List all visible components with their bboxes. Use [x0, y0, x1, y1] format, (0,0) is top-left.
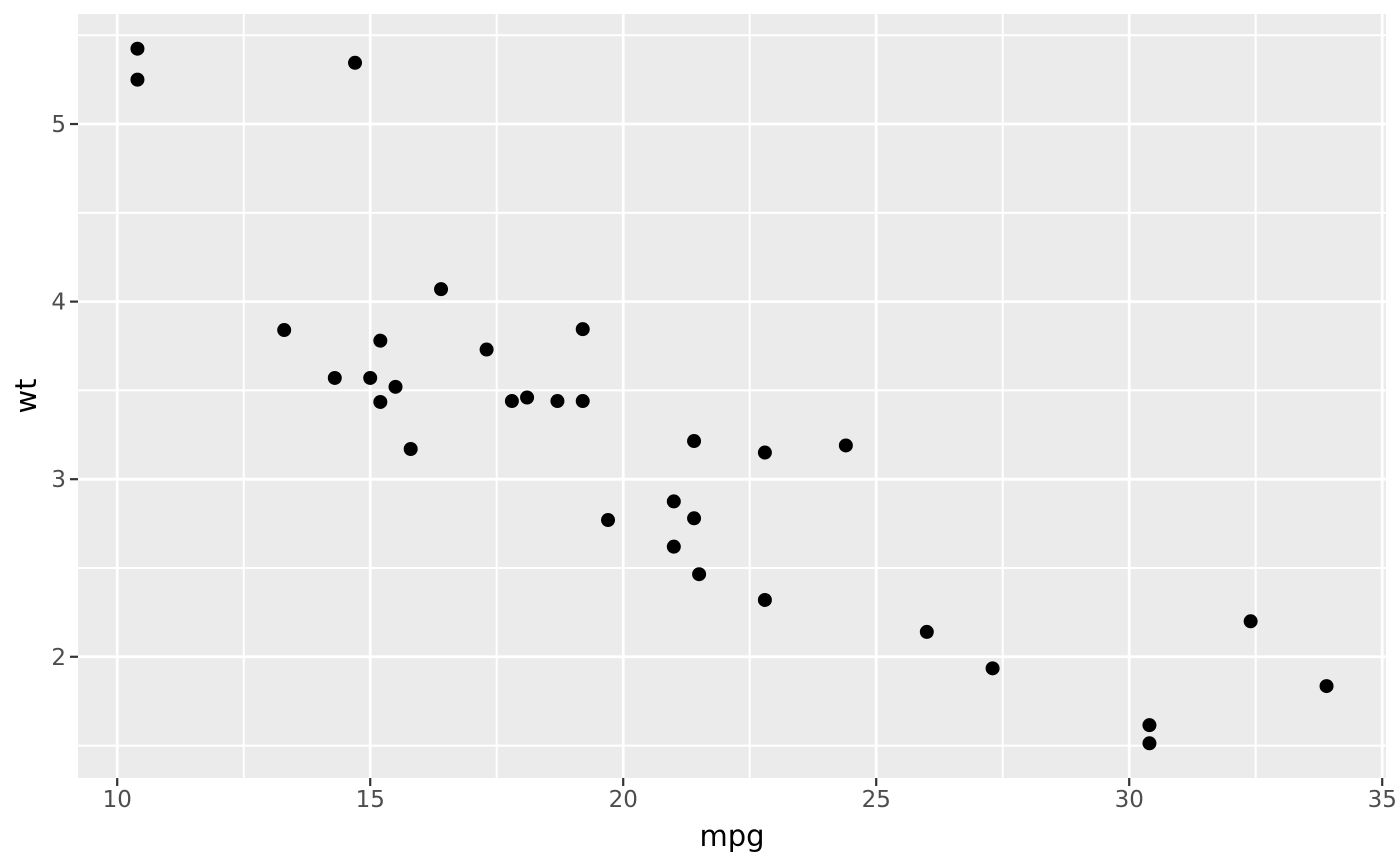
data-points	[130, 41, 1334, 751]
data-point	[601, 513, 616, 528]
data-point	[838, 438, 853, 453]
y-tick-label: 4	[51, 290, 66, 316]
y-axis-tick-labels: 2 3 4 5	[51, 112, 66, 671]
data-point	[504, 394, 519, 409]
y-tick-label: 3	[51, 467, 66, 493]
data-point	[327, 370, 342, 385]
data-point	[520, 390, 535, 405]
data-point	[373, 394, 388, 409]
y-tick-label: 5	[51, 112, 66, 138]
data-point	[1142, 736, 1157, 751]
data-point	[575, 322, 590, 337]
y-tick-label: 2	[51, 645, 66, 671]
data-point	[1243, 614, 1258, 629]
data-point	[130, 72, 145, 87]
data-point	[687, 511, 702, 526]
data-point	[919, 624, 934, 639]
data-point	[666, 539, 681, 554]
x-tick-label: 30	[1115, 787, 1144, 813]
data-point	[757, 445, 772, 460]
data-point	[130, 41, 145, 56]
data-point	[363, 370, 378, 385]
data-point	[550, 394, 565, 409]
data-point	[575, 394, 590, 409]
data-point	[1142, 718, 1157, 733]
data-point	[373, 333, 388, 348]
data-point	[348, 55, 363, 70]
plot-panel	[78, 14, 1386, 778]
data-point	[687, 434, 702, 449]
minor-gridlines	[78, 14, 1386, 778]
y-axis-ticks	[70, 122, 78, 658]
data-point	[388, 379, 403, 394]
x-axis-tick-labels: 10 15 20 25 30 35	[103, 787, 1397, 813]
data-point	[666, 494, 681, 509]
data-point	[985, 661, 1000, 676]
data-point	[277, 323, 292, 338]
y-axis-title: wt	[9, 378, 43, 413]
x-axis-ticks	[116, 778, 1384, 786]
data-point	[757, 592, 772, 607]
x-tick-label: 25	[862, 787, 891, 813]
x-tick-label: 10	[103, 787, 132, 813]
x-tick-label: 35	[1368, 787, 1397, 813]
data-point	[692, 567, 707, 582]
data-point	[403, 442, 418, 457]
data-point	[434, 282, 449, 297]
data-point	[479, 342, 494, 357]
x-tick-label: 20	[609, 787, 638, 813]
data-point	[1319, 679, 1334, 694]
x-axis-title: mpg	[699, 819, 764, 853]
x-tick-label: 15	[356, 787, 385, 813]
major-gridlines	[78, 14, 1386, 778]
